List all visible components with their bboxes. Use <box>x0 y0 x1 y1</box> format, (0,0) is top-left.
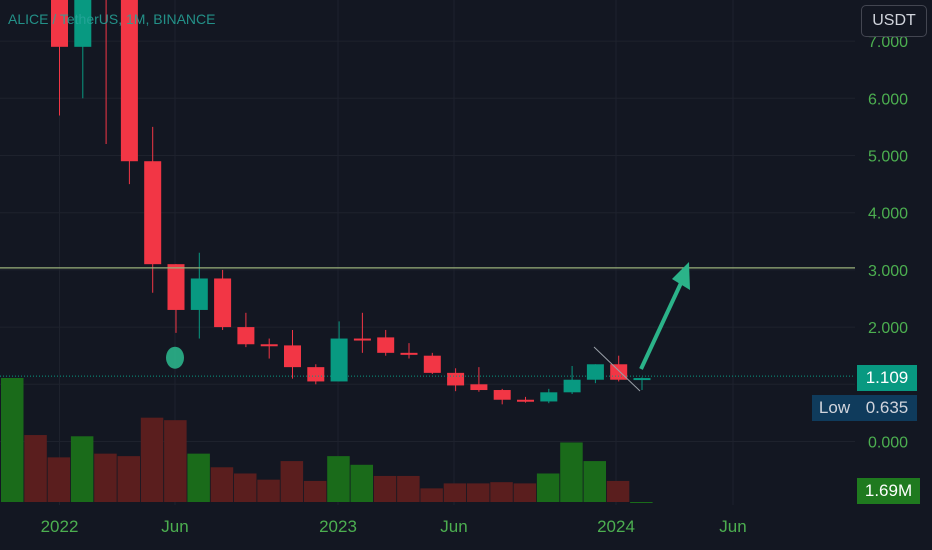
current-price-badge: 1.109 <box>857 365 917 391</box>
forecast-arrow <box>639 282 683 370</box>
low-value-badge: 0.635 <box>857 395 917 421</box>
low-label-badge: Low <box>812 395 857 421</box>
volume-bar <box>117 456 140 502</box>
volume-bar <box>327 456 350 502</box>
candle-body <box>330 338 348 382</box>
volume-bar <box>140 417 164 502</box>
candle-body <box>540 392 558 402</box>
time-tick-label: 2023 <box>319 517 357 536</box>
candle-body <box>563 379 581 393</box>
volume-bar <box>164 420 187 502</box>
volume-bar <box>303 480 327 502</box>
candle-body <box>353 338 371 341</box>
candle-body <box>377 337 395 353</box>
candle-body <box>470 384 488 391</box>
candle-body <box>120 0 138 162</box>
grid <box>0 0 855 505</box>
volume-bar <box>257 479 280 502</box>
price-tick-label: 3.000 <box>868 263 908 280</box>
price-tick-label: 4.000 <box>868 206 908 223</box>
candle-body <box>74 0 92 47</box>
candle-body <box>144 161 162 265</box>
volume-bar <box>234 473 257 502</box>
candle-body <box>586 364 604 380</box>
volume-bar <box>397 475 420 502</box>
candle-body <box>423 355 441 373</box>
volume-bar <box>630 502 653 503</box>
time-tick-label: Jun <box>440 517 467 536</box>
candle-body <box>260 344 278 347</box>
price-tick-label: 2.000 <box>868 320 908 337</box>
volume-bar <box>187 453 210 502</box>
time-tick-label: Jun <box>719 517 746 536</box>
candle-body <box>400 352 418 355</box>
candle-body <box>633 378 651 381</box>
price-tick-label: 5.000 <box>868 149 908 166</box>
time-axis: 2022 Jun 2023 Jun 2024 Jun <box>41 517 747 536</box>
volume-bar <box>490 482 513 502</box>
price-tick-label: 6.000 <box>868 91 908 108</box>
candle-body <box>190 278 208 310</box>
candle-body <box>517 399 534 402</box>
volume-bar <box>373 475 397 502</box>
candle-body <box>307 367 325 382</box>
volume-bar <box>24 435 47 502</box>
volume-bar <box>467 483 490 502</box>
volume-bar <box>350 464 373 502</box>
time-tick-label: 2024 <box>597 517 635 536</box>
candles <box>51 0 651 405</box>
candle-body <box>447 372 465 386</box>
price-tick-label: 7.000 <box>868 34 908 51</box>
currency-button[interactable]: USDT <box>861 5 927 37</box>
candle-body <box>51 0 68 47</box>
volume-bar <box>420 488 443 502</box>
candle-body <box>167 264 185 310</box>
volume-bar <box>47 457 71 502</box>
forecast-arrow-head <box>672 262 690 290</box>
volume-badge: 1.69M <box>857 478 920 504</box>
trend-line <box>593 346 641 392</box>
candle-body <box>237 327 255 345</box>
candle-body <box>493 390 511 400</box>
candle-body <box>214 278 232 328</box>
time-tick-label: 2022 <box>41 517 79 536</box>
volume-bar <box>280 461 304 502</box>
low-marker <box>166 346 184 369</box>
volume-bar <box>94 453 117 502</box>
candle-body <box>610 364 628 380</box>
volume-bar <box>210 467 234 502</box>
volume-bar <box>536 473 560 502</box>
chart-title: ALICE / TetherUS, 1M, BINANCE <box>8 11 216 27</box>
volume-bar <box>606 480 630 502</box>
volume-bar <box>513 483 537 502</box>
candle-body <box>284 345 301 368</box>
volume-bar <box>1 378 24 502</box>
volume-bar <box>443 483 467 502</box>
volume-bars <box>1 378 653 503</box>
volume-bar <box>560 442 583 502</box>
volume-bar <box>583 461 606 502</box>
price-tick-label: 0.000 <box>868 435 908 452</box>
annotations <box>0 262 855 392</box>
time-tick-label: Jun <box>161 517 188 536</box>
volume-bar <box>70 436 94 502</box>
